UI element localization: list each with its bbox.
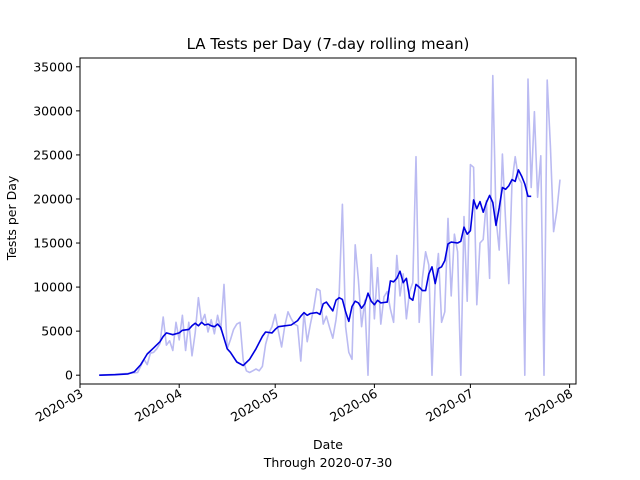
x-tick-label: 2020-06 — [327, 386, 380, 425]
y-tick-label: 25000 — [33, 147, 73, 162]
y-tick-label: 20000 — [33, 191, 73, 206]
y-tick-label: 0 — [65, 368, 73, 383]
plot-frame — [79, 57, 577, 385]
series-line-rolling-mean — [99, 169, 532, 376]
x-axis-sublabel: Through 2020-07-30 — [263, 455, 393, 470]
y-tick-label: 5000 — [41, 324, 73, 339]
x-tick-label: 2020-04 — [132, 386, 185, 425]
x-axis-label: Date — [313, 437, 343, 452]
x-tick-label: 2020-03 — [33, 386, 86, 425]
series-line-daily — [99, 74, 561, 377]
y-tick-label: 10000 — [33, 280, 73, 295]
x-tick-label: 2020-05 — [228, 386, 281, 425]
chart-title: LA Tests per Day (7-day rolling mean) — [187, 35, 470, 53]
x-axis: 2020-03 2020-04 2020-05 2020-06 2020-07 2020-… — [33, 384, 575, 425]
y-tick-label: 35000 — [33, 59, 73, 74]
x-tick-label: 2020-08 — [522, 386, 575, 425]
y-axis-label: Tests per Day — [4, 175, 19, 261]
y-axis: 0 5000 10000 15000 20000 25000 30000 35000 — [33, 59, 80, 383]
y-tick-label: 30000 — [33, 103, 73, 118]
x-tick-label: 2020-07 — [423, 386, 476, 425]
plot-area — [99, 74, 561, 377]
y-tick-label: 15000 — [33, 236, 73, 251]
